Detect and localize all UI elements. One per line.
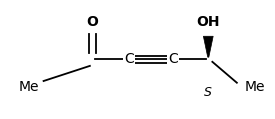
Text: OH: OH [197, 15, 220, 29]
Polygon shape [204, 36, 213, 57]
Text: C: C [168, 52, 178, 67]
Text: S: S [204, 86, 212, 99]
Text: Me: Me [18, 80, 39, 94]
Text: O: O [87, 15, 98, 29]
Text: Me: Me [244, 80, 265, 94]
Text: C: C [125, 52, 134, 67]
